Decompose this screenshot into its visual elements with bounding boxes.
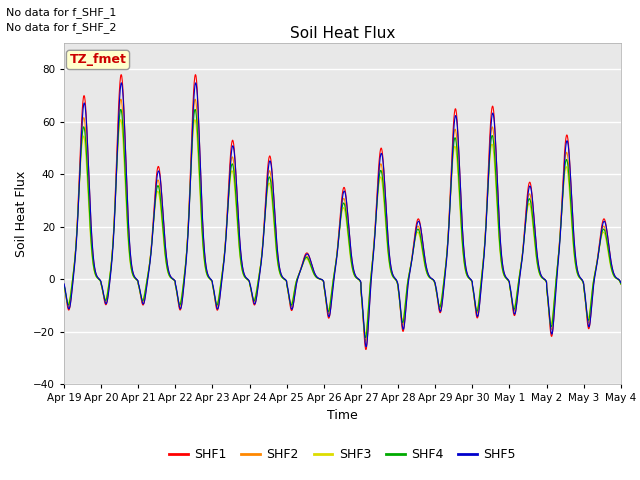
- SHF4: [371, 229, 379, 235]
- SHF2: [568, 217, 576, 223]
- Line: SHF4: SHF4: [64, 109, 621, 337]
- SHF2: [617, 281, 625, 287]
- SHF3: [362, 331, 369, 337]
- SHF1: [117, 72, 125, 78]
- SHF1: [60, 282, 68, 288]
- SHF5: [505, 277, 513, 283]
- SHF1: [216, 297, 223, 302]
- SHF3: [505, 278, 513, 284]
- Title: Soil Heat Flux: Soil Heat Flux: [290, 25, 395, 41]
- SHF3: [216, 288, 223, 294]
- SHF2: [505, 278, 513, 284]
- Legend: SHF1, SHF2, SHF3, SHF4, SHF5: SHF1, SHF2, SHF3, SHF4, SHF5: [164, 443, 521, 466]
- SHF2: [584, 317, 591, 323]
- Text: No data for f_SHF_1: No data for f_SHF_1: [6, 7, 116, 18]
- SHF1: [505, 278, 513, 284]
- SHF5: [617, 280, 625, 286]
- SHF4: [60, 282, 68, 288]
- SHF5: [584, 317, 591, 323]
- SHF2: [371, 228, 379, 233]
- Text: TZ_fmet: TZ_fmet: [70, 53, 127, 66]
- Line: SHF5: SHF5: [64, 83, 621, 347]
- SHF5: [118, 80, 125, 86]
- SHF2: [60, 282, 68, 288]
- Text: No data for f_SHF_2: No data for f_SHF_2: [6, 22, 117, 33]
- SHF1: [362, 347, 370, 352]
- Line: SHF3: SHF3: [64, 120, 621, 334]
- SHF4: [584, 315, 591, 321]
- SHF5: [568, 203, 576, 208]
- SHF1: [584, 321, 591, 326]
- SHF3: [359, 308, 367, 314]
- SHF3: [117, 117, 125, 122]
- SHF1: [359, 308, 367, 314]
- SHF1: [371, 226, 379, 231]
- SHF3: [60, 283, 68, 288]
- SHF5: [371, 231, 379, 237]
- SHF5: [362, 344, 370, 349]
- SHF5: [216, 298, 223, 303]
- SHF3: [568, 228, 576, 233]
- Line: SHF1: SHF1: [64, 75, 621, 349]
- SHF2: [117, 96, 125, 102]
- SHF2: [362, 338, 369, 344]
- SHF4: [568, 222, 576, 228]
- SHF2: [359, 309, 367, 314]
- SHF5: [60, 281, 68, 287]
- SHF4: [216, 291, 223, 297]
- SHF2: [216, 292, 223, 298]
- SHF3: [584, 314, 591, 320]
- SHF4: [617, 281, 625, 287]
- X-axis label: Time: Time: [327, 408, 358, 421]
- SHF4: [505, 278, 513, 284]
- SHF3: [371, 229, 379, 235]
- SHF5: [359, 304, 367, 310]
- SHF4: [362, 335, 369, 340]
- SHF1: [568, 204, 576, 209]
- Line: SHF2: SHF2: [64, 99, 621, 341]
- SHF4: [117, 107, 125, 112]
- SHF1: [617, 281, 625, 287]
- Y-axis label: Soil Heat Flux: Soil Heat Flux: [15, 170, 28, 257]
- SHF3: [617, 281, 625, 287]
- SHF4: [359, 308, 367, 313]
